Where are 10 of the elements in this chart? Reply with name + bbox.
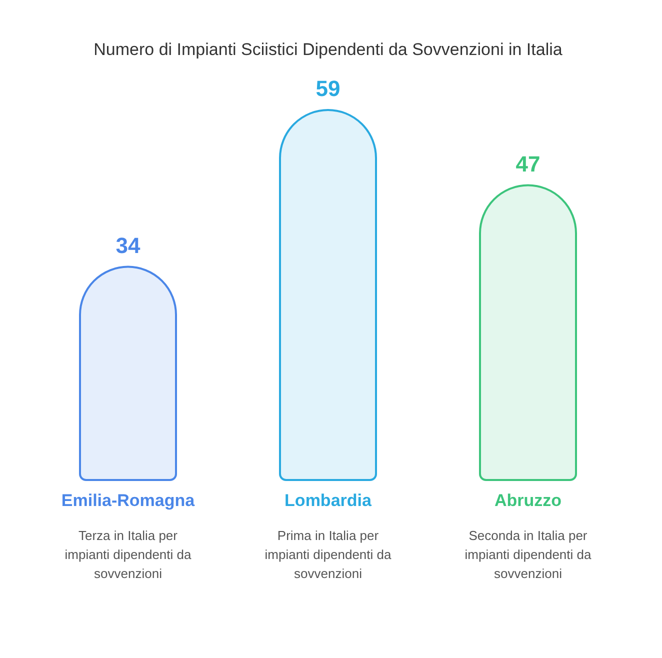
data-label: 47 [516,151,540,176]
chart-title: Numero di Impianti Sciistici Dipendenti da Sovvenzioni in Italia [92,40,564,60]
data-label: 59 [316,76,340,101]
text: Seconda in Italia per impianti dipendenti da sovvenzioni [464,527,592,583]
x-tick-label: Abruzzo [494,491,562,510]
x-tick-label: Lombardia [284,491,372,510]
x-tick-label: Emilia-Romagna [61,491,196,510]
text: Prima in Italia per impianti dipendenti da sovvenzioni [264,527,392,583]
data-label: 34 [116,232,141,258]
text: Terza in Italia per impianti dipendenti da sovvenzioni [64,527,192,583]
